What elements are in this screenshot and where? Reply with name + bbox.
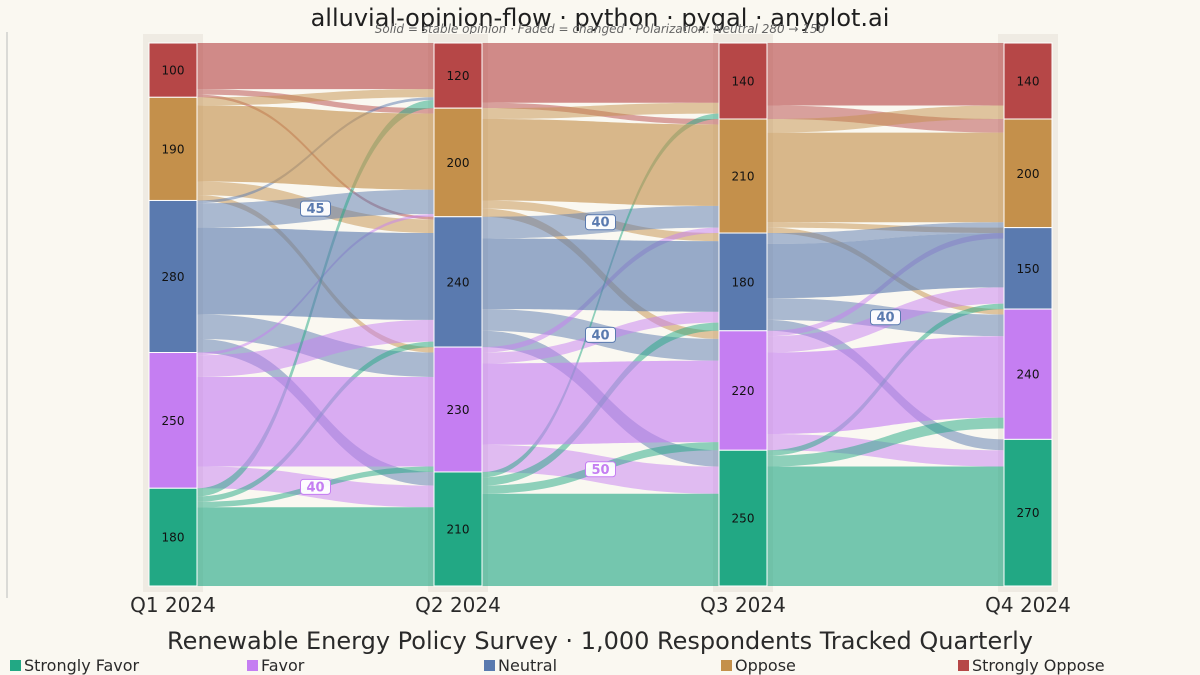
node-q3-2024-oppose: 210 [718,118,768,234]
x-axis-title: Renewable Energy Policy Survey · 1,000 R… [167,627,1033,655]
node-q2-2024-neutral: 240 [433,216,483,348]
chart-title: alluvial-opinion-flow · python · pygal ·… [310,4,890,32]
flow-value-label: 45 [300,200,331,217]
legend-item-oppose: Oppose [721,656,796,675]
node-q2-2024-strongly-oppose: 120 [433,42,483,109]
x-tick-label-q3-2024: Q3 2024 [700,593,786,617]
flow-strongly-favor-to-strongly-favor-2 [482,493,719,586]
flow-value-label: 50 [585,461,616,478]
flow-favor-to-neutral-1 [197,319,434,377]
node-q1-2024-neutral: 280 [148,199,198,354]
flow-oppose-to-strongly-oppose-1 [197,89,434,106]
flow-strongly-oppose-to-strongly-oppose-3 [767,43,1004,106]
x-tick-label-q2-2024: Q2 2024 [415,593,501,617]
node-value-label: 180 [732,275,755,289]
flow-strongly-oppose-to-strongly-oppose-2 [482,43,719,103]
node-value-label: 200 [447,156,470,170]
node-value-label: 190 [162,142,185,156]
legend-item-neutral: Neutral [484,656,557,675]
flow-oppose-to-oppose-3 [767,132,1004,223]
node-q2-2024-oppose: 200 [433,107,483,218]
node-value-label: 250 [162,414,185,428]
node-value-label: 240 [1017,368,1040,382]
flow-value-label: 40 [585,214,616,231]
flow-oppose-to-strongly-oppose-3 [767,105,1004,133]
node-q3-2024-strongly-oppose: 140 [718,42,768,120]
node-value-label: 240 [447,275,470,289]
flow-neutral-to-neutral-2 [482,238,719,312]
legend-item-strongly-oppose: Strongly Oppose [958,656,1105,675]
legend-label: Oppose [735,656,796,675]
flow-favor-to-favor-2 [482,360,719,445]
svg-text:40: 40 [876,311,894,326]
node-value-label: 270 [1017,506,1040,520]
node-q1-2024-favor: 250 [148,352,198,489]
flow-strongly-favor-to-strongly-favor-1 [197,507,434,586]
legend-swatch [247,660,258,671]
node-q1-2024-strongly-oppose: 100 [148,42,198,98]
node-q4-2024-strongly-oppose: 140 [1003,42,1053,120]
node-value-label: 250 [732,512,755,526]
flow-strongly-favor-to-strongly-favor-3 [767,466,1004,586]
flow-value-label: 40 [300,478,331,495]
x-tick-label-q1-2024: Q1 2024 [130,593,216,617]
flow-favor-to-strongly-favor-3 [767,433,1004,467]
node-q3-2024-neutral: 180 [718,232,768,332]
legend-swatch [958,660,969,671]
node-q4-2024-favor: 240 [1003,308,1053,440]
node-value-label: 180 [162,531,185,545]
node-value-label: 210 [732,170,755,184]
node-q2-2024-strongly-favor: 210 [433,471,483,587]
node-q1-2024-oppose: 190 [148,96,198,201]
node-value-label: 210 [447,522,470,536]
node-q3-2024-favor: 220 [718,330,768,451]
legend-item-favor: Favor [247,656,304,675]
flow-oppose-to-strongly-oppose-2 [482,102,719,120]
node-value-label: 120 [447,69,470,83]
node-value-label: 200 [1017,167,1040,181]
node-value-label: 280 [162,270,185,284]
node-value-label: 100 [162,64,185,78]
legend-label: Strongly Oppose [972,656,1105,675]
legend-item-strongly-favor: Strongly Favor [10,656,139,675]
svg-text:50: 50 [591,463,609,478]
svg-text:45: 45 [306,202,324,217]
svg-text:40: 40 [591,216,609,231]
legend-label: Strongly Favor [24,656,140,675]
legend-swatch [484,660,495,671]
node-q4-2024-neutral: 150 [1003,227,1053,310]
legend-label: Favor [261,656,305,675]
legend-swatch [10,660,21,671]
node-value-label: 150 [1017,262,1040,276]
node-value-label: 230 [447,403,470,417]
node-q1-2024-strongly-favor: 180 [148,487,198,587]
node-q2-2024-favor: 230 [433,346,483,473]
flow-value-label: 40 [870,309,901,326]
flow-value-label: 40 [585,326,616,343]
node-q4-2024-strongly-favor: 270 [1003,438,1053,587]
legend-swatch [721,660,732,671]
svg-text:40: 40 [306,480,324,495]
chart-subtitle: Solid = stable opinion · Faded = changed… [374,22,826,36]
x-tick-label-q4-2024: Q4 2024 [985,593,1071,617]
legend: Strongly Favor Favor Neutral Oppose Strongly… [0,656,1200,675]
flow-neutral-to-neutral-1 [197,227,434,320]
flow-neutral-to-oppose-3 [767,222,1004,244]
node-q3-2024-strongly-favor: 250 [718,449,768,587]
svg-text:40: 40 [591,328,609,343]
flow-strongly-oppose-to-strongly-oppose-1 [197,43,434,90]
flow-neutral-to-neutral-3 [767,233,1004,299]
flow-favor-to-favor-1 [197,376,434,467]
legend-label: Neutral [498,656,558,675]
node-value-label: 140 [732,75,755,89]
flow-strongly-favor-to-favor-3 [767,417,1004,467]
flow-favor-to-favor-3 [767,336,1004,434]
flow-oppose-to-oppose-2 [482,119,719,206]
node-q4-2024-oppose: 200 [1003,118,1053,229]
node-value-label: 140 [1017,75,1040,89]
node-value-label: 220 [732,384,755,398]
flow-oppose-to-oppose-1 [197,105,434,190]
